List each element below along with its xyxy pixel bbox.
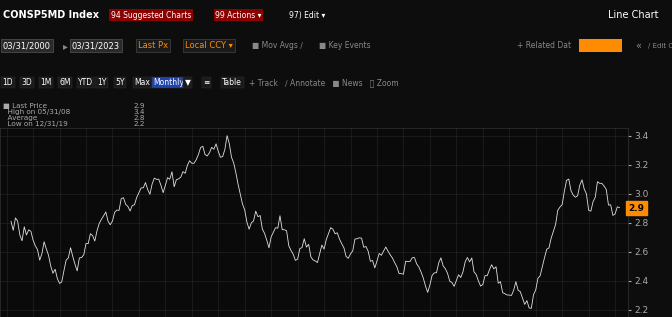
Text: + Related Dat: + Related Dat	[517, 41, 572, 50]
Text: 1D: 1D	[3, 78, 13, 87]
Text: Last Px: Last Px	[138, 41, 168, 50]
Text: Local CCY ▾: Local CCY ▾	[185, 41, 233, 50]
Text: 03/31/2023: 03/31/2023	[72, 41, 120, 50]
Text: Max: Max	[134, 78, 151, 87]
Text: 6M: 6M	[59, 78, 71, 87]
Text: YTD: YTD	[78, 78, 93, 87]
Text: ≡: ≡	[204, 78, 210, 87]
Text: ■ Key Events: ■ Key Events	[319, 41, 371, 50]
Text: Monthly: Monthly	[153, 78, 184, 87]
Text: 3.4: 3.4	[133, 109, 145, 115]
Text: Low on 12/31/19: Low on 12/31/19	[3, 121, 68, 127]
Text: 2.2: 2.2	[133, 121, 145, 127]
Text: 2.9: 2.9	[628, 204, 644, 213]
Text: ■ Last Price: ■ Last Price	[3, 103, 47, 109]
Text: 99 Actions ▾: 99 Actions ▾	[215, 10, 261, 20]
Text: 94 Suggested Charts: 94 Suggested Charts	[111, 10, 192, 20]
Text: 03/31/2000: 03/31/2000	[3, 41, 50, 50]
Text: ▼: ▼	[185, 78, 191, 87]
Text: 97) Edit ▾: 97) Edit ▾	[289, 10, 325, 20]
Text: High on 05/31/08: High on 05/31/08	[3, 109, 70, 115]
Text: ▸: ▸	[63, 41, 68, 51]
Text: 1M: 1M	[40, 78, 52, 87]
Text: 3D: 3D	[22, 78, 32, 87]
Text: ■ Mov Avgs ∕: ■ Mov Avgs ∕	[252, 41, 303, 50]
Text: 1Y: 1Y	[97, 78, 106, 87]
Text: ∕ Edit Chart: ∕ Edit Chart	[648, 43, 672, 49]
Text: 5Y: 5Y	[116, 78, 125, 87]
Text: 2.8: 2.8	[133, 115, 145, 121]
Text: Average: Average	[3, 115, 38, 121]
Text: «: «	[635, 41, 641, 51]
Text: Add Data: Add Data	[581, 41, 620, 50]
Text: 2.9: 2.9	[133, 103, 145, 109]
Text: Table: Table	[222, 78, 243, 87]
Text: Line Chart: Line Chart	[608, 10, 659, 20]
Text: + Track   ∕ Annotate   ■ News   🔍 Zoom: + Track ∕ Annotate ■ News 🔍 Zoom	[249, 78, 398, 87]
Text: CONSP5MD Index: CONSP5MD Index	[3, 10, 99, 20]
